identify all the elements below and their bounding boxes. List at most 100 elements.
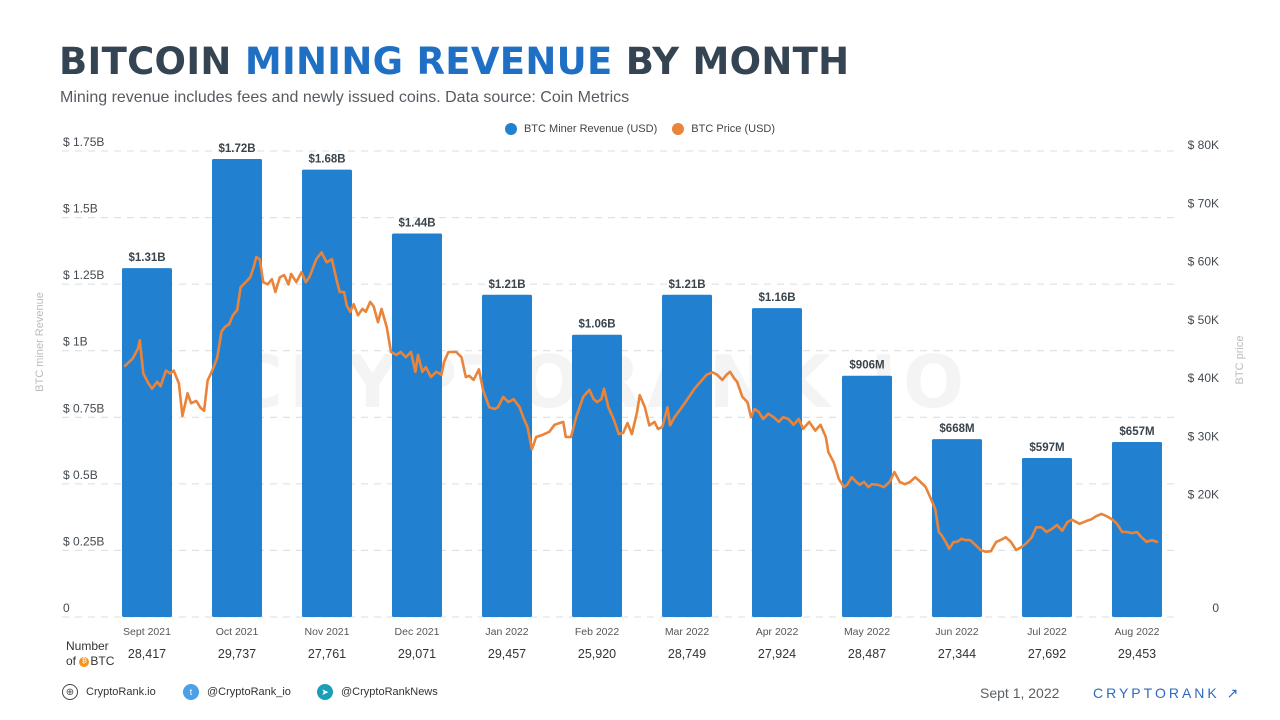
legend-label-revenue: BTC Miner Revenue (USD) (523, 123, 658, 135)
bitcoin-icon: ₿ (79, 656, 90, 667)
brand-link[interactable]: CRYPTORANK ↗ (1093, 685, 1241, 702)
x-tick-label: May 2022 (844, 626, 890, 638)
y-tick-label: $ 1.5B (63, 202, 98, 216)
title-part-1: BITCOIN (59, 40, 245, 83)
btc-mined-value: 29,453 (1118, 647, 1156, 661)
y2-tick-label: $ 70K (1188, 196, 1219, 210)
y2-tick-label: $ 20K (1188, 488, 1219, 502)
legend-label-price: BTC Price (USD) (691, 123, 776, 135)
y-tick-label: $ 1.25B (63, 268, 104, 282)
y2-tick-label: $ 60K (1188, 255, 1219, 269)
y-tick-label: $ 1.75B (63, 135, 104, 149)
page-title: BITCOIN MINING REVENUE BY MONTH (59, 40, 849, 83)
x-tick-label: Mar 2022 (665, 626, 710, 638)
btc-mined-value: 28,487 (848, 647, 886, 661)
bar-value-label: $1.16B (758, 292, 795, 304)
btc-mined-label: Number of ₿ BTC (66, 639, 114, 669)
bar-value-label: $597M (1029, 442, 1064, 454)
btc-mined-value: 27,924 (758, 647, 796, 661)
footer-twitter[interactable]: t @CryptoRank_io (183, 684, 291, 700)
y-tick-label: $ 0.75B (63, 401, 104, 415)
bar (482, 294, 532, 617)
bar-value-label: $1.21B (488, 279, 525, 291)
bar-value-label: $1.68B (308, 154, 345, 166)
bar (302, 169, 352, 617)
bar-value-label: $1.21B (668, 279, 705, 291)
footer-twitter-label: @CryptoRank_io (207, 686, 291, 698)
btc-mined-value: 25,920 (578, 647, 616, 661)
x-tick-label: Sept 2021 (123, 626, 171, 638)
bar (212, 158, 262, 617)
twitter-icon: t (183, 684, 199, 700)
x-tick-label: Feb 2022 (575, 626, 620, 638)
bar-value-label: $1.72B (218, 143, 255, 155)
bar (932, 439, 982, 617)
title-part-2: BY MONTH (612, 40, 850, 83)
brand-label: CRYPTORANK (1093, 685, 1220, 701)
btc-mined-row: 28,417 29,737 27,761 29,071 29,457 25,920 28,7… (128, 647, 1156, 661)
bar-value-label: $906M (849, 360, 884, 372)
y2-tick-label: 0 (1212, 601, 1219, 615)
bar (842, 375, 892, 617)
bar-value-label: $657M (1119, 426, 1154, 438)
legend-item-price[interactable]: BTC Price (USD) (672, 123, 775, 135)
y2-tick-label: $ 50K (1188, 313, 1219, 327)
bar (1112, 442, 1162, 617)
publish-date: Sept 1, 2022 (980, 685, 1060, 701)
y-tick-label: $ 0.5B (63, 468, 98, 482)
btc-mined-value: 29,737 (218, 647, 256, 661)
x-tick-label: Jul 2022 (1027, 626, 1067, 638)
btc-mined-value: 29,457 (488, 647, 526, 661)
bar-labels: $1.31B $1.72B $1.68B $1.44B $1.21B $1.06B $1.2… (128, 143, 1154, 454)
btc-mined-label-line1: Number (66, 639, 109, 653)
bar (122, 268, 172, 617)
btc-mined-value: 28,417 (128, 647, 166, 661)
btc-mined-label-unit: BTC (90, 654, 115, 668)
btc-mined-value: 27,761 (308, 647, 346, 661)
external-link-icon: ↗ (1226, 685, 1242, 701)
bar (1022, 458, 1072, 617)
btc-mined-value: 28,749 (668, 647, 706, 661)
title-accent: MINING REVENUE (244, 40, 613, 83)
globe-icon: ⊕ (62, 684, 78, 700)
x-axis: Sept 2021 Oct 2021 Nov 2021 Dec 2021 Jan 202… (123, 626, 1160, 638)
x-tick-label: Nov 2021 (305, 626, 350, 638)
btc-mined-label-line2: of (66, 654, 77, 668)
bar-value-label: $1.31B (128, 252, 165, 264)
btc-mined-value: 29,071 (398, 647, 436, 661)
legend: BTC Miner Revenue (USD) BTC Price (USD) (0, 123, 1280, 138)
bar (752, 308, 802, 617)
price-line (123, 251, 1159, 554)
y2-tick-label: $ 40K (1188, 371, 1219, 385)
bar-value-label: $1.44B (398, 218, 435, 230)
y-axis-right: 0 $ 20K $ 30K $ 40K $ 50K $ 60K $ 70K $ 80K (1188, 138, 1220, 615)
x-tick-label: Dec 2021 (395, 626, 440, 638)
bar-value-label: $668M (939, 423, 974, 435)
footer-website-label: CryptoRank.io (86, 686, 156, 698)
btc-mined-value: 27,344 (938, 647, 976, 661)
y2-tick-label: $ 30K (1188, 429, 1219, 443)
footer-telegram-label: @CryptoRankNews (341, 686, 438, 698)
footer-telegram[interactable]: ➤ @CryptoRankNews (317, 684, 438, 700)
bar (572, 334, 622, 617)
x-tick-label: Oct 2021 (216, 626, 259, 638)
legend-dot-price (672, 123, 685, 135)
y-axis-left: 0 $ 0.25B $ 0.5B $ 0.75B $ 1B $ 1.25B $ 1.5B $ … (63, 135, 104, 615)
legend-dot-revenue (504, 123, 517, 135)
y2-tick-label: $ 80K (1188, 138, 1219, 152)
y-tick-label: 0 (63, 601, 70, 615)
x-tick-label: Apr 2022 (756, 626, 799, 638)
y-axis-title: BTC miner Revenue (34, 292, 46, 392)
bar (662, 294, 712, 617)
x-tick-label: Aug 2022 (1115, 626, 1160, 638)
y2-axis-title: BTC price (1234, 336, 1246, 385)
y-tick-label: $ 1B (63, 335, 88, 349)
x-tick-label: Jan 2022 (485, 626, 528, 638)
x-tick-label: Jun 2022 (935, 626, 978, 638)
bars (122, 158, 1162, 617)
footer-website[interactable]: ⊕ CryptoRank.io (62, 684, 156, 700)
bar (392, 233, 442, 617)
legend-item-revenue[interactable]: BTC Miner Revenue (USD) (504, 123, 658, 135)
subtitle: Mining revenue includes fees and newly i… (60, 89, 630, 106)
